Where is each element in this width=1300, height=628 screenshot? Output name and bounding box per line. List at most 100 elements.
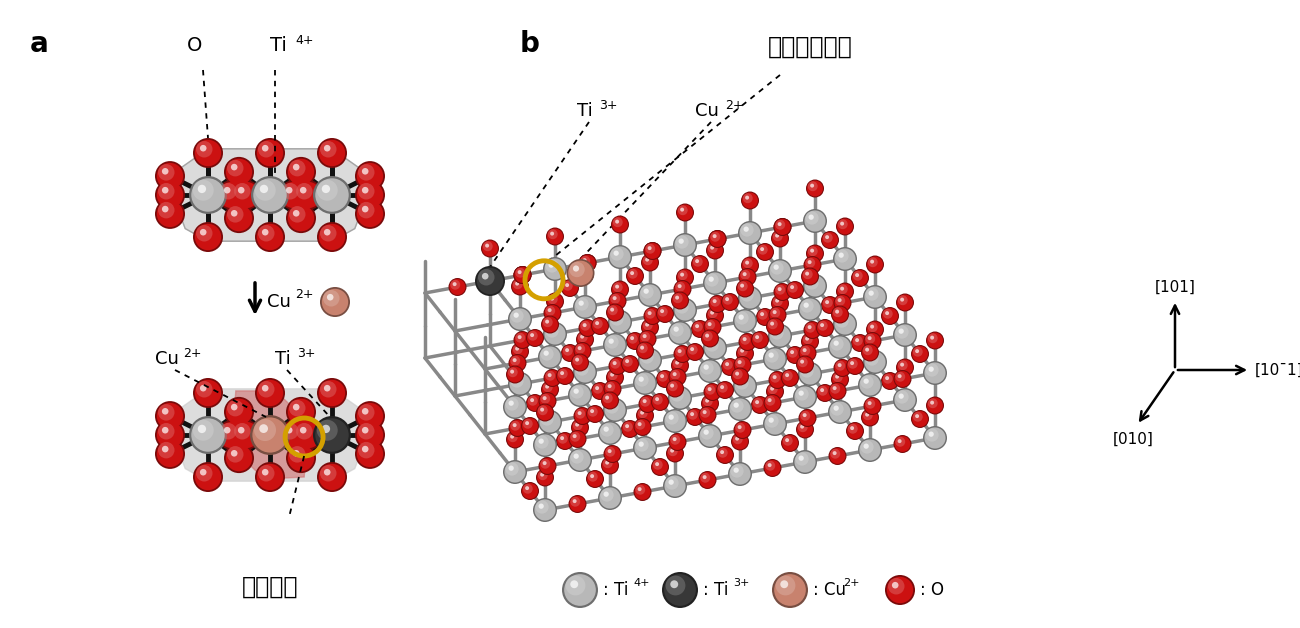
- Circle shape: [508, 432, 517, 442]
- Circle shape: [927, 398, 942, 413]
- Circle shape: [662, 572, 698, 608]
- Circle shape: [728, 397, 751, 421]
- Circle shape: [785, 438, 789, 442]
- Circle shape: [838, 252, 844, 258]
- Circle shape: [666, 576, 685, 595]
- Circle shape: [768, 306, 786, 324]
- Circle shape: [577, 346, 581, 350]
- Circle shape: [893, 323, 916, 347]
- Circle shape: [829, 337, 850, 357]
- Circle shape: [575, 343, 590, 359]
- Circle shape: [653, 394, 668, 410]
- Circle shape: [607, 449, 611, 453]
- Circle shape: [286, 427, 292, 433]
- Circle shape: [783, 370, 798, 386]
- Circle shape: [507, 431, 523, 447]
- Circle shape: [602, 458, 617, 474]
- Circle shape: [786, 346, 803, 364]
- Circle shape: [868, 322, 878, 332]
- Circle shape: [742, 258, 753, 268]
- Circle shape: [640, 396, 655, 412]
- Circle shape: [670, 448, 675, 453]
- Circle shape: [803, 303, 809, 308]
- Circle shape: [710, 232, 720, 242]
- Circle shape: [864, 333, 880, 349]
- Circle shape: [318, 464, 346, 490]
- Circle shape: [688, 345, 698, 355]
- Circle shape: [753, 397, 768, 413]
- Circle shape: [720, 450, 724, 454]
- Circle shape: [628, 269, 638, 279]
- Polygon shape: [166, 389, 374, 481]
- Circle shape: [536, 501, 549, 514]
- Circle shape: [592, 382, 608, 400]
- Circle shape: [641, 254, 659, 271]
- Circle shape: [794, 386, 815, 408]
- Circle shape: [757, 309, 773, 325]
- Circle shape: [718, 448, 728, 458]
- Circle shape: [578, 365, 584, 371]
- Circle shape: [604, 461, 610, 465]
- Circle shape: [705, 333, 708, 338]
- Circle shape: [261, 469, 269, 475]
- Circle shape: [227, 206, 243, 222]
- Circle shape: [840, 222, 844, 225]
- Circle shape: [651, 458, 670, 476]
- Circle shape: [633, 418, 651, 436]
- Circle shape: [536, 468, 554, 487]
- Circle shape: [788, 283, 798, 293]
- Circle shape: [926, 332, 944, 350]
- Circle shape: [224, 157, 254, 187]
- Circle shape: [608, 245, 632, 269]
- Circle shape: [356, 181, 384, 208]
- Circle shape: [157, 163, 183, 189]
- Circle shape: [567, 259, 594, 287]
- Circle shape: [621, 420, 640, 438]
- Circle shape: [673, 233, 697, 257]
- Circle shape: [864, 348, 870, 352]
- Circle shape: [712, 234, 716, 238]
- Circle shape: [521, 482, 540, 500]
- Circle shape: [911, 345, 930, 363]
- Circle shape: [816, 319, 835, 337]
- Circle shape: [837, 219, 853, 234]
- Circle shape: [526, 395, 543, 411]
- Circle shape: [615, 284, 619, 289]
- Circle shape: [676, 300, 689, 313]
- Circle shape: [503, 460, 526, 484]
- Circle shape: [231, 450, 238, 457]
- Circle shape: [647, 311, 651, 315]
- Circle shape: [611, 215, 629, 234]
- Circle shape: [736, 345, 754, 362]
- Circle shape: [802, 413, 806, 417]
- Circle shape: [736, 376, 749, 389]
- Circle shape: [645, 257, 649, 262]
- Circle shape: [612, 361, 616, 365]
- Circle shape: [192, 462, 224, 492]
- Circle shape: [195, 380, 221, 406]
- Circle shape: [846, 422, 865, 440]
- Circle shape: [771, 373, 780, 382]
- Circle shape: [289, 400, 306, 416]
- Circle shape: [628, 334, 638, 344]
- Circle shape: [588, 471, 603, 487]
- Circle shape: [534, 499, 555, 521]
- Circle shape: [607, 305, 623, 320]
- Circle shape: [608, 338, 614, 344]
- Circle shape: [688, 409, 703, 425]
- Circle shape: [836, 361, 845, 371]
- Circle shape: [234, 183, 251, 200]
- Circle shape: [590, 409, 594, 413]
- Circle shape: [836, 217, 854, 236]
- Circle shape: [280, 420, 309, 450]
- Circle shape: [766, 349, 779, 362]
- Circle shape: [227, 400, 243, 416]
- Circle shape: [866, 334, 875, 344]
- Circle shape: [545, 259, 566, 279]
- Circle shape: [805, 337, 809, 340]
- Circle shape: [796, 355, 814, 374]
- Circle shape: [913, 411, 928, 427]
- Circle shape: [578, 319, 597, 337]
- Circle shape: [512, 423, 516, 427]
- Circle shape: [740, 334, 755, 350]
